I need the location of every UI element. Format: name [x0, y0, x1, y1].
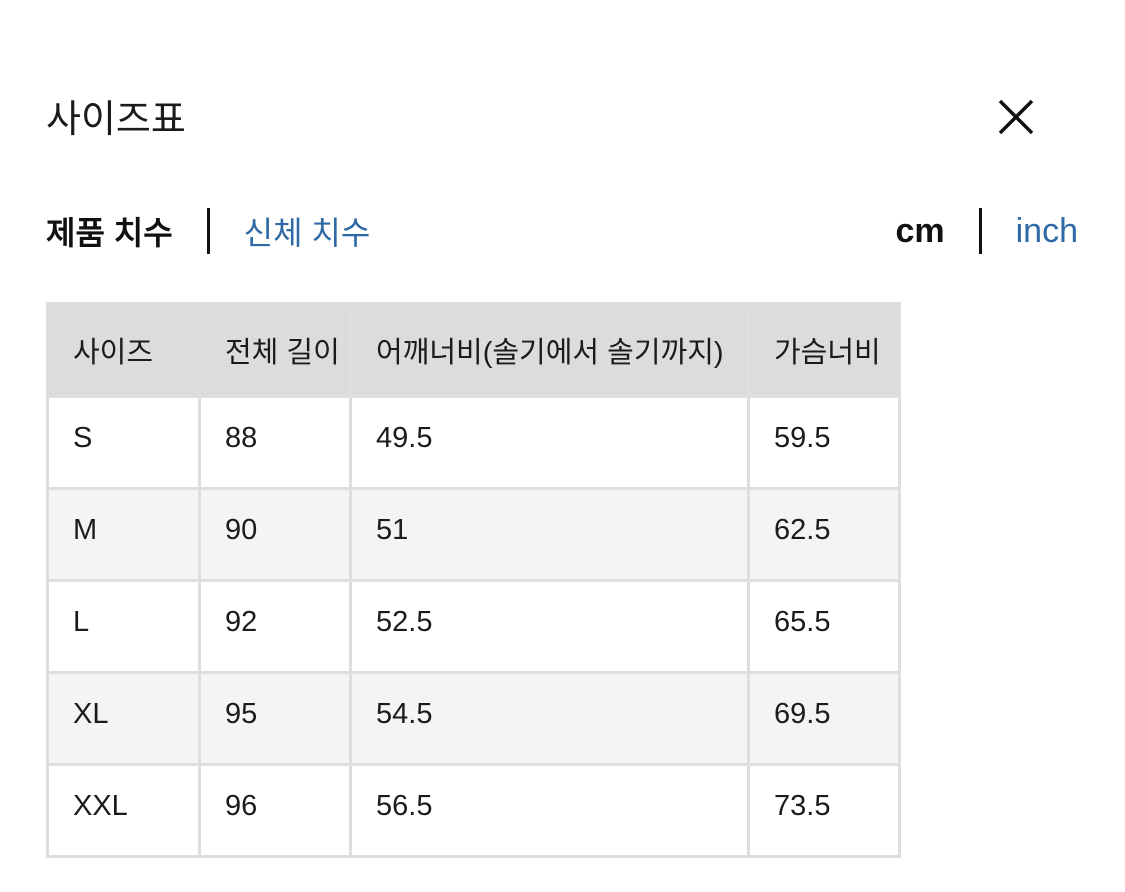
table-row: XXL 96 56.5 73.5: [46, 763, 901, 858]
unit-cm[interactable]: cm: [895, 211, 945, 250]
tab-product-size[interactable]: 제품 치수: [46, 215, 173, 251]
column-header: 전체 길이: [198, 302, 352, 398]
table-cell: 54.5: [349, 671, 750, 766]
table-cell: 52.5: [349, 579, 750, 674]
table-cell: 49.5: [349, 395, 750, 490]
divider: [206, 208, 210, 254]
close-button[interactable]: [994, 95, 1038, 139]
table-cell: S: [46, 395, 201, 490]
table-row: L 92 52.5 65.5: [46, 579, 901, 674]
table-cell: M: [46, 487, 201, 582]
table-cell: 69.5: [747, 671, 901, 766]
table-row: XL 95 54.5 69.5: [46, 671, 901, 766]
measurement-tabs: 제품 치수 신체 치수: [46, 208, 370, 254]
close-icon: [998, 99, 1034, 135]
page-title: 사이즈표: [46, 99, 186, 141]
table-cell: XL: [46, 671, 201, 766]
unit-toggle: cm inch: [895, 208, 1078, 254]
table-row: S 88 49.5 59.5: [46, 395, 901, 490]
size-table: 사이즈 전체 길이 어깨너비(솔기에서 솔기까지) 가슴너비 S 88 49.5 59…: [46, 302, 901, 858]
table-row: M 90 51 62.5: [46, 487, 901, 582]
divider: [978, 208, 982, 254]
table-cell: 65.5: [747, 579, 901, 674]
table-cell: 73.5: [747, 763, 901, 858]
table-cell: 51: [349, 487, 750, 582]
table-cell: 56.5: [349, 763, 750, 858]
unit-inch[interactable]: inch: [1015, 211, 1078, 250]
table-header-row: 사이즈 전체 길이 어깨너비(솔기에서 솔기까지) 가슴너비: [46, 302, 901, 398]
column-header: 가슴너비: [747, 302, 901, 398]
table-cell: 88: [198, 395, 352, 490]
table-cell: 95: [198, 671, 352, 766]
table-cell: XXL: [46, 763, 201, 858]
column-header: 사이즈: [46, 302, 201, 398]
table-cell: 62.5: [747, 487, 901, 582]
tab-body-size[interactable]: 신체 치수: [243, 215, 371, 251]
column-header: 어깨너비(솔기에서 솔기까지): [349, 302, 750, 398]
table-cell: 92: [198, 579, 352, 674]
table-cell: 90: [198, 487, 352, 582]
table-cell: 59.5: [747, 395, 901, 490]
table-cell: 96: [198, 763, 352, 858]
table-cell: L: [46, 579, 201, 674]
